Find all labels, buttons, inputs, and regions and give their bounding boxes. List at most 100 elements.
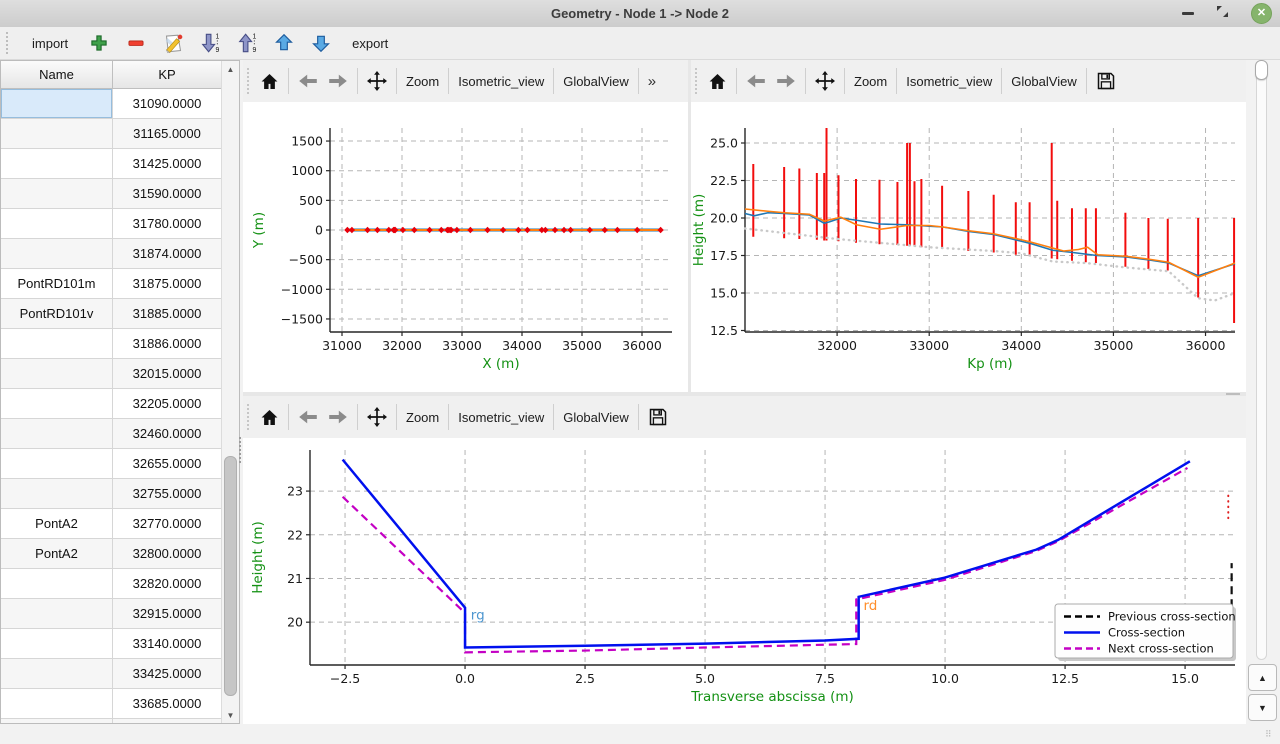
edit-button[interactable]: [161, 31, 185, 55]
sort-ascending-button[interactable]: 1 9: [235, 31, 259, 55]
maximize-button[interactable]: [1216, 5, 1229, 23]
pan-button[interactable]: [815, 71, 835, 91]
scroll-up-icon[interactable]: ▲: [226, 64, 235, 74]
name-cell[interactable]: PontA2: [1, 539, 113, 569]
pan-button[interactable]: [367, 407, 387, 427]
save-button[interactable]: [1096, 71, 1116, 91]
kp-cell[interactable]: 33685.0000: [113, 689, 222, 719]
kp-cell[interactable]: 31090.0000: [113, 89, 222, 119]
kp-cell[interactable]: 32460.0000: [113, 419, 222, 449]
global-view-button[interactable]: GlobalView: [563, 73, 629, 89]
name-cell[interactable]: [1, 629, 113, 659]
name-cell[interactable]: PontRD101m: [1, 269, 113, 299]
kp-cell[interactable]: 31875.0000: [113, 269, 222, 299]
scroll-down-icon[interactable]: ▼: [226, 710, 235, 720]
forward-button[interactable]: [776, 73, 796, 89]
toolbar-overflow-button[interactable]: »: [647, 72, 657, 90]
name-cell[interactable]: [1, 569, 113, 599]
kp-cell[interactable]: 32800.0000: [113, 539, 222, 569]
forward-button[interactable]: [328, 409, 348, 425]
back-button[interactable]: [746, 73, 766, 89]
column-header-name[interactable]: Name: [1, 61, 113, 89]
global-view-button[interactable]: GlobalView: [563, 409, 629, 425]
home-button[interactable]: [708, 72, 727, 91]
name-cell[interactable]: [1, 359, 113, 389]
toolbar-handle[interactable]: [6, 32, 11, 54]
add-button[interactable]: [87, 31, 111, 55]
panel-splitter-handle[interactable]: [239, 437, 244, 463]
move-down-button[interactable]: [309, 31, 333, 55]
name-cell[interactable]: PontRD101v: [1, 299, 113, 329]
kp-cell[interactable]: 32655.0000: [113, 449, 222, 479]
close-button[interactable]: ✕: [1251, 3, 1272, 24]
move-up-button[interactable]: [272, 31, 296, 55]
kp-cell[interactable]: [113, 719, 222, 723]
zoom-button[interactable]: Zoom: [854, 73, 888, 89]
kp-cell[interactable]: 32015.0000: [113, 359, 222, 389]
forward-button[interactable]: [328, 73, 348, 89]
kp-cell[interactable]: 31165.0000: [113, 119, 222, 149]
column-header-kp[interactable]: KP: [113, 61, 222, 89]
name-cell[interactable]: [1, 179, 113, 209]
resize-grip[interactable]: ⠿: [1265, 729, 1273, 739]
table-scrollbar-thumb[interactable]: [224, 456, 237, 696]
back-button[interactable]: [298, 409, 318, 425]
sort-descending-button[interactable]: 1 9: [198, 31, 222, 55]
name-cell[interactable]: PontA2: [1, 509, 113, 539]
name-cell[interactable]: [1, 239, 113, 269]
name-cell[interactable]: [1, 719, 113, 723]
kp-cell[interactable]: 32915.0000: [113, 599, 222, 629]
kp-cell[interactable]: 33140.0000: [113, 629, 222, 659]
toolbar-handle[interactable]: [247, 404, 252, 430]
cross-section-chart[interactable]: −2.5 0.0 2.5 5.0 7.5 10.0 12.5 15.0 23 22 21 20 Tran…: [243, 438, 1246, 724]
scroll-down-button[interactable]: ▼: [1248, 694, 1277, 721]
kp-cell[interactable]: 32755.0000: [113, 479, 222, 509]
toolbar-handle[interactable]: [695, 68, 700, 94]
name-cell[interactable]: [1, 599, 113, 629]
kp-cell[interactable]: 32770.0000: [113, 509, 222, 539]
name-cell[interactable]: [1, 449, 113, 479]
name-cell[interactable]: [1, 89, 113, 119]
pan-button[interactable]: [367, 71, 387, 91]
window-scrollbar[interactable]: ▲ ▼: [1246, 60, 1280, 724]
isometric-view-button[interactable]: Isometric_view: [458, 409, 545, 425]
kp-cell[interactable]: 31885.0000: [113, 299, 222, 329]
kp-cell[interactable]: 32820.0000: [113, 569, 222, 599]
isometric-view-button[interactable]: Isometric_view: [906, 73, 993, 89]
horizontal-splitter[interactable]: [243, 392, 1246, 396]
back-button[interactable]: [298, 73, 318, 89]
profile-chart[interactable]: 32000 33000 34000 35000 36000 25.0 22.5 20.0 17.…: [691, 102, 1246, 392]
scroll-up-button[interactable]: ▲: [1248, 664, 1277, 691]
kp-cell[interactable]: 31874.0000: [113, 239, 222, 269]
zoom-button[interactable]: Zoom: [406, 73, 440, 89]
global-view-button[interactable]: GlobalView: [1011, 73, 1077, 89]
kp-cell[interactable]: 31780.0000: [113, 209, 222, 239]
zoom-button[interactable]: Zoom: [406, 409, 440, 425]
remove-button[interactable]: [124, 31, 148, 55]
name-cell[interactable]: [1, 419, 113, 449]
kp-cell[interactable]: 31590.0000: [113, 179, 222, 209]
save-button[interactable]: [648, 407, 668, 427]
toolbar-handle[interactable]: [247, 68, 252, 94]
table-scrollbar[interactable]: ▲ ▼: [221, 61, 239, 723]
name-cell[interactable]: [1, 689, 113, 719]
kp-cell[interactable]: 33425.0000: [113, 659, 222, 689]
kp-cell[interactable]: 31886.0000: [113, 329, 222, 359]
name-cell[interactable]: [1, 389, 113, 419]
name-cell[interactable]: [1, 479, 113, 509]
import-button[interactable]: import: [32, 35, 69, 51]
kp-cell[interactable]: 31425.0000: [113, 149, 222, 179]
name-cell[interactable]: [1, 209, 113, 239]
plan-view-chart[interactable]: 31000 32000 33000 34000 35000 36000 1500 1000 50…: [243, 102, 688, 392]
isometric-view-button[interactable]: Isometric_view: [458, 73, 545, 89]
name-cell[interactable]: [1, 119, 113, 149]
name-cell[interactable]: [1, 149, 113, 179]
vertical-splitter[interactable]: [688, 60, 691, 392]
export-button[interactable]: export: [352, 35, 389, 51]
kp-cell[interactable]: 32205.0000: [113, 389, 222, 419]
home-button[interactable]: [260, 408, 279, 427]
scrollbar-thumb[interactable]: [1255, 60, 1268, 80]
scrollbar-track[interactable]: [1256, 62, 1267, 660]
home-button[interactable]: [260, 72, 279, 91]
minimize-button[interactable]: [1182, 12, 1194, 15]
